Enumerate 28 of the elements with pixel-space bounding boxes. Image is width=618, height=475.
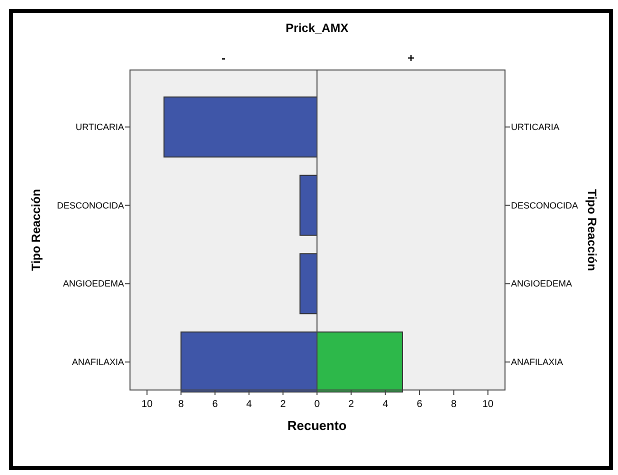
bar bbox=[300, 253, 318, 314]
x-tick-label: 8 bbox=[178, 399, 184, 410]
bar bbox=[164, 96, 318, 158]
text: Prick_AMX bbox=[286, 21, 348, 35]
y-axis-title: Tipo Reacción bbox=[29, 189, 43, 271]
x-tick-label: 8 bbox=[450, 399, 457, 410]
y-tick-label: URTICARIA bbox=[76, 122, 124, 132]
chart-title: + bbox=[407, 51, 415, 65]
y-tick-label: DESCONOCIDA bbox=[56, 200, 124, 210]
y-tick-label: ANAFILAXIA bbox=[511, 357, 564, 367]
x-axis-title: Recuento bbox=[287, 418, 347, 433]
y-tick-label: ANGIOEDEMA bbox=[511, 278, 572, 289]
x-tick-label: 10 bbox=[141, 399, 153, 410]
x-tick-label: 2 bbox=[348, 399, 354, 410]
y-tick-label: ANGIOEDEMA bbox=[62, 278, 124, 289]
y-tick-label: URTICARIA bbox=[511, 122, 560, 132]
x-tick-label: 2 bbox=[280, 399, 286, 410]
y-tick-label: ANAFILAXIA bbox=[72, 357, 124, 367]
x-tick-label: 0 bbox=[314, 399, 320, 410]
x-tick-label: 10 bbox=[482, 399, 494, 410]
bar bbox=[300, 174, 318, 236]
x-tick-label: 4 bbox=[382, 399, 389, 410]
chart-title: - bbox=[222, 51, 226, 65]
y-tick-label: DESCONOCIDA bbox=[511, 200, 578, 210]
x-tick-label: 4 bbox=[246, 399, 252, 410]
x-tick-label: 6 bbox=[416, 399, 423, 410]
x-tick-label: 6 bbox=[212, 399, 218, 410]
y-axis-title: Tipo Reacción bbox=[585, 189, 599, 271]
